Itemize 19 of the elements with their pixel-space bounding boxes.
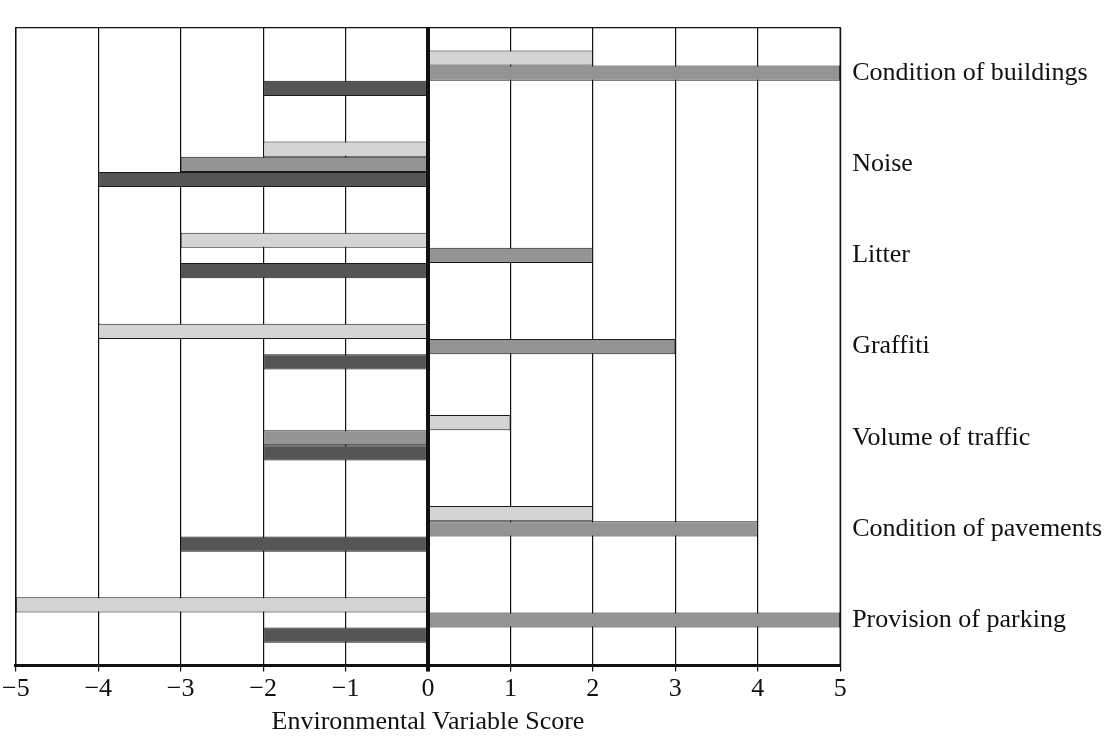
y-tick-label: Provision of parking [852,603,1066,633]
y-tick-label: Noise [852,148,913,178]
y-tick-label: Condition of buildings [852,57,1088,86]
x-tick-label: 3 [668,673,682,703]
y-tick-label: Condition of pavements [852,512,1102,542]
x-tick-label: 1 [503,673,517,703]
x-tick-label: 0 [421,673,435,703]
x-axis-title: Environmental Variable Score [271,706,585,736]
x-tick-label: −2 [249,673,277,703]
y-tick-label: Volume of traffic [852,421,1031,451]
y-tick-label: Litter [852,239,911,269]
x-tick-label: 2 [586,673,600,703]
x-tick-label: −1 [331,673,360,703]
x-tick-label: −4 [84,673,113,703]
x-tick-label: −3 [166,673,195,703]
y-tick-label: Graffiti [852,330,930,360]
x-tick-label: −5 [2,673,30,703]
x-tick-label: 4 [751,673,765,703]
x-tick-label: 5 [833,673,847,703]
